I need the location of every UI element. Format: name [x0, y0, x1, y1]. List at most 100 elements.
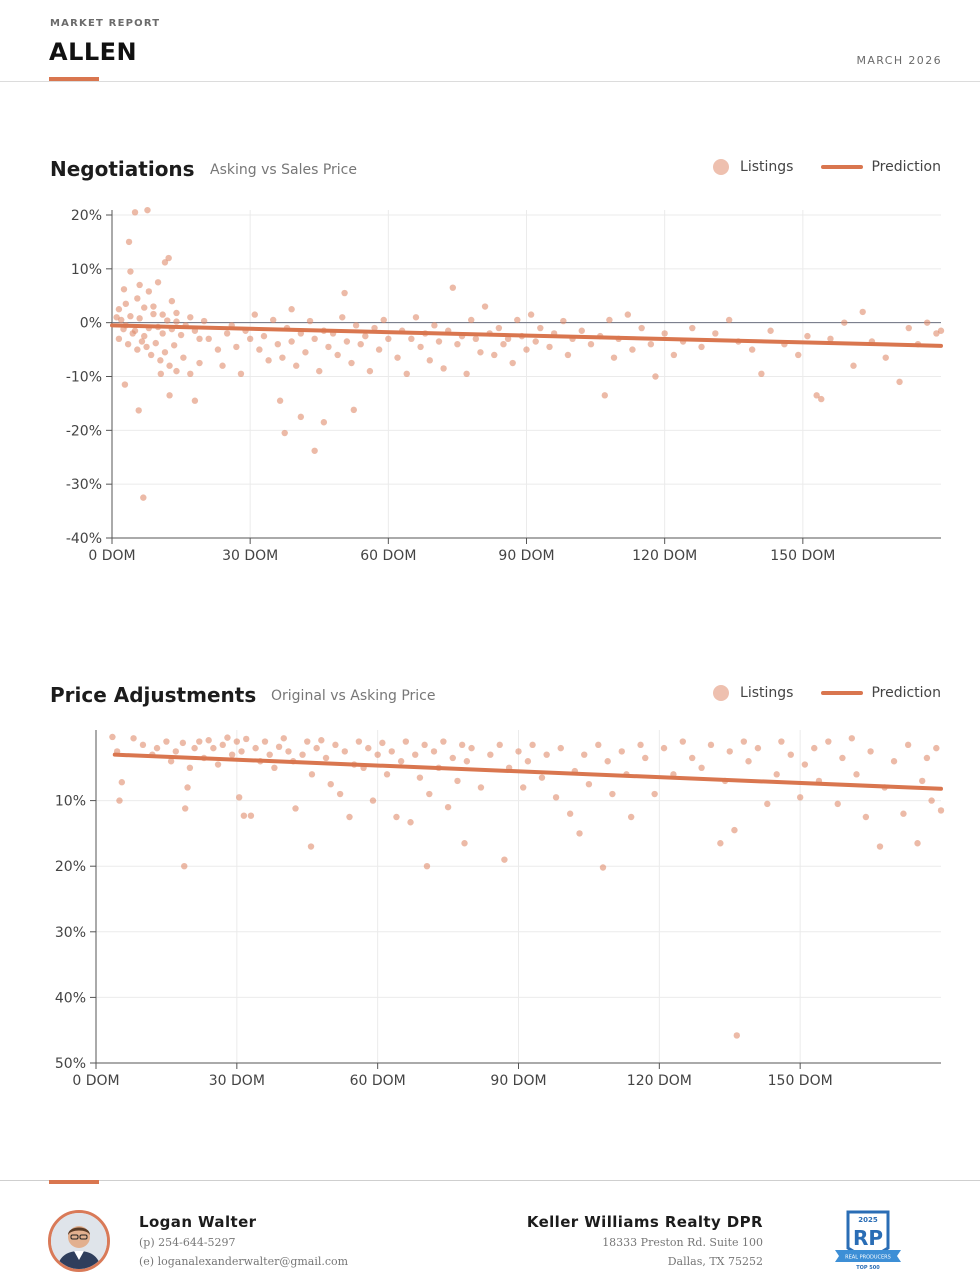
listing-point — [731, 826, 738, 834]
y-tick-label: 20% — [55, 859, 86, 875]
listing-point — [200, 317, 208, 325]
listing-point — [707, 741, 715, 749]
listing-point — [581, 751, 588, 758]
listing-point — [285, 748, 292, 755]
listing-point — [163, 738, 170, 745]
listing-point — [350, 406, 357, 414]
listing-point — [867, 748, 874, 755]
listing-point — [481, 303, 489, 310]
listing-point — [313, 744, 320, 752]
listing-point — [122, 300, 130, 308]
listing-point — [604, 758, 611, 765]
listing-point — [778, 738, 785, 745]
listing-point — [173, 318, 180, 325]
price-adjustments-legend: Listings Prediction — [713, 685, 941, 701]
x-tick-label: 150 DOM — [770, 548, 835, 564]
listing-point — [449, 284, 457, 291]
listing-point — [679, 738, 687, 745]
listing-point — [170, 342, 178, 349]
listing-point — [187, 314, 194, 321]
title-accent-bar — [49, 77, 99, 81]
listing-point — [161, 349, 169, 356]
listing-point — [341, 289, 348, 297]
listing-point — [383, 771, 391, 778]
listing-point — [834, 800, 841, 808]
listing-point — [306, 317, 314, 325]
listing-point — [397, 758, 405, 765]
listing-point — [134, 346, 141, 353]
listing-point — [472, 335, 480, 343]
listing-point — [463, 370, 470, 378]
y-tick-label: -20% — [66, 423, 102, 439]
listing-point — [393, 813, 400, 821]
listing-point — [896, 378, 903, 386]
listing-point — [585, 781, 593, 788]
listing-point — [725, 316, 733, 324]
x-tick-label: 90 DOM — [498, 548, 554, 564]
listing-point — [256, 346, 263, 353]
listing-point — [355, 738, 363, 745]
listing-point — [352, 322, 360, 329]
listing-point — [468, 316, 475, 324]
listing-point — [651, 790, 658, 798]
listing-point — [748, 346, 756, 353]
prediction-line — [110, 323, 943, 348]
listing-point — [322, 754, 330, 762]
listing-point — [468, 744, 475, 752]
header-divider — [0, 81, 980, 82]
listing-point — [279, 354, 286, 361]
listing-point — [145, 288, 153, 295]
price-adjustments-chart: 10% 20% 30% 40% 50%0 DOM 30 DOM 60 DOM 90 DOM 12… — [55, 730, 945, 1089]
listing-point — [214, 346, 222, 353]
listing-point — [435, 338, 443, 345]
listing-point — [341, 748, 349, 755]
footer-accent-bar — [49, 1180, 99, 1184]
listing-point — [181, 863, 188, 870]
listing-point — [595, 741, 602, 749]
listing-point — [754, 744, 762, 752]
y-tick-label: -30% — [66, 477, 102, 493]
listing-point — [375, 346, 383, 353]
listing-point — [304, 738, 311, 745]
listing-point — [181, 805, 189, 812]
listing-point — [141, 332, 148, 340]
listing-point — [157, 357, 164, 364]
listing-point — [578, 327, 585, 334]
listing-point — [773, 771, 780, 778]
listing-point — [477, 784, 485, 791]
listing-point — [552, 794, 560, 801]
listing-point — [618, 748, 625, 755]
y-tick-label: 0% — [80, 316, 102, 332]
listing-point — [327, 781, 334, 788]
listing-point — [184, 784, 191, 791]
listing-point — [403, 370, 410, 378]
prediction-line — [112, 752, 943, 791]
y-tick-label: 10% — [55, 794, 86, 810]
listing-point — [733, 1032, 740, 1039]
listing-point — [143, 343, 150, 351]
agent-phone[interactable]: (p) 254-644-5297 — [139, 1236, 236, 1249]
listing-point — [825, 738, 832, 745]
listing-point — [339, 314, 346, 321]
listing-point — [440, 365, 447, 372]
listing-point — [224, 734, 231, 741]
listing-point — [346, 813, 353, 821]
y-tick-label: 20% — [71, 208, 102, 224]
listing-point — [243, 735, 250, 743]
listing-point — [557, 744, 564, 752]
listing-point — [120, 286, 128, 293]
listing-point — [431, 322, 438, 329]
listing-point — [186, 764, 194, 771]
listing-point — [154, 279, 162, 286]
listing-point — [362, 332, 369, 340]
listing-point — [804, 332, 811, 340]
listing-point — [280, 735, 287, 742]
listing-point — [131, 209, 139, 216]
listing-point — [153, 744, 161, 752]
agent-email[interactable]: (e) loganalexanderwalter@gmail.com — [139, 1255, 349, 1268]
legend-listings-label: Listings — [740, 159, 794, 175]
listing-point — [228, 751, 236, 758]
listing-point — [334, 351, 341, 359]
listing-point — [140, 494, 147, 501]
listing-point — [538, 774, 546, 781]
